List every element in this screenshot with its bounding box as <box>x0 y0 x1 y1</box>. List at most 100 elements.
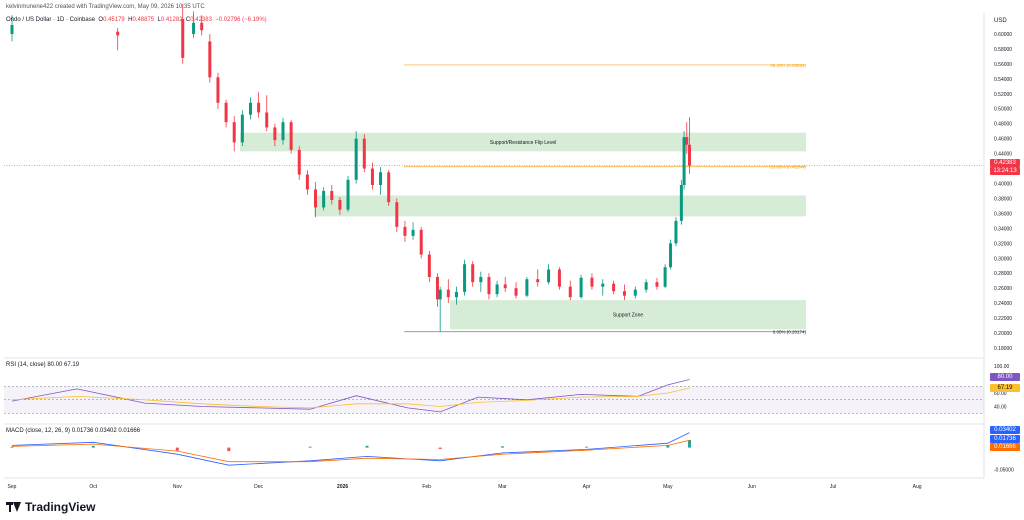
macd-signal-tag: 0.01666 <box>990 443 1020 451</box>
macd-title: MACD (close, 12, 26, 9) 0.01736 0.03402 … <box>6 428 141 434</box>
candle-body-11 <box>257 102 261 113</box>
macd-hist-bar-4 <box>308 446 312 448</box>
price-tick-18: 0.24000 <box>994 301 1012 307</box>
candle-body-61 <box>682 137 686 185</box>
fib-label-1: 23.60% (0.42244) <box>770 165 806 170</box>
macd-hist-bar-6 <box>438 447 442 449</box>
candle-body-4 <box>200 22 204 31</box>
price-tick-3: 0.54000 <box>994 77 1012 83</box>
candle-body-57 <box>663 267 667 287</box>
ohlc-h: 0.48875 <box>132 17 155 23</box>
candle-body-59 <box>674 220 678 244</box>
x-tick-8: May <box>663 484 673 490</box>
candle-body-36 <box>454 291 458 298</box>
price-tick-13: 0.34000 <box>994 226 1012 232</box>
x-tick-9: Jun <box>748 484 756 490</box>
brand-name: TradingView <box>25 500 96 514</box>
symbol-header: Ondo / US Dollar · 1D · Coinbase O0.4517… <box>6 16 267 24</box>
price-tick-12: 0.36000 <box>994 211 1012 217</box>
candle-body-12 <box>265 112 269 128</box>
candle-body-37 <box>463 264 467 292</box>
candle-body-5 <box>208 41 212 78</box>
candle-body-47 <box>557 269 561 287</box>
candle-body-9 <box>240 114 244 143</box>
candle-body-30 <box>411 229 415 236</box>
candle-body-27 <box>387 172 391 203</box>
ohlc-o-label: O <box>98 17 104 23</box>
macd-value-tag: 0.03402 <box>990 426 1020 434</box>
candle-body-1 <box>116 31 120 36</box>
macd-hist-bar-3 <box>227 447 231 452</box>
candle-body-35 <box>446 289 450 298</box>
tradingview-logo-icon <box>6 502 21 512</box>
price-zone-1 <box>314 195 806 217</box>
symbol-title: Ondo / US Dollar · 1D · Coinbase <box>6 17 96 23</box>
price-tick-20: 0.20000 <box>994 331 1012 337</box>
macd-hist-bar-0 <box>10 446 14 448</box>
candle-body-63 <box>688 144 691 166</box>
price-zone-0 <box>240 132 806 152</box>
candle-body-21 <box>338 199 342 210</box>
x-tick-3: Dec <box>254 484 263 490</box>
macd-tick-0: -0.05000 <box>994 468 1014 474</box>
price-tick-17: 0.26000 <box>994 286 1012 292</box>
price-tick-10: 0.40000 <box>994 182 1012 188</box>
fib-label-2: 0.00% (0.20174) <box>773 330 807 335</box>
candle-body-10 <box>248 102 252 115</box>
candle-body-28 <box>395 202 399 227</box>
candle-body-53 <box>622 291 626 296</box>
x-tick-11: Aug <box>913 484 922 490</box>
candle-body-43 <box>514 288 518 296</box>
candle-body-31 <box>419 229 423 255</box>
countdown-tag: 13:24:13 <box>990 167 1020 175</box>
candle-body-51 <box>601 283 605 287</box>
candle-body-56 <box>655 282 659 287</box>
macd-hist-tag: 0.01736 <box>990 435 1020 443</box>
rsi-value-tag: 80.00 <box>990 373 1020 381</box>
x-tick-5: Feb <box>422 484 431 490</box>
rsi-title: RSI (14, close) 80.00 67.19 <box>6 362 80 368</box>
candle-body-7 <box>224 102 228 123</box>
x-tick-4: 2026 <box>337 484 348 490</box>
candle-body-22 <box>346 179 350 210</box>
candle-body-58 <box>669 243 673 268</box>
x-tick-6: Mar <box>498 484 507 490</box>
price-tick-16: 0.28000 <box>994 271 1012 277</box>
candle-body-42 <box>503 284 507 289</box>
macd-series-1 <box>11 439 690 463</box>
macd-hist-bar-9 <box>666 445 670 448</box>
candle-body-60 <box>679 184 683 221</box>
candle-body-15 <box>289 122 293 150</box>
candle-body-45 <box>536 279 540 283</box>
price-tick-11: 0.38000 <box>994 196 1012 202</box>
zone-label-0: Support/Resistance Flip Level <box>490 140 556 146</box>
candle-body-40 <box>487 276 491 295</box>
candle-body-49 <box>579 277 583 298</box>
candle-body-29 <box>403 226 407 236</box>
x-tick-7: Apr <box>583 484 591 490</box>
macd-hist-bar-2 <box>175 447 179 451</box>
zone-label-2: Support Zone <box>613 313 644 319</box>
candle-body-18 <box>314 189 318 208</box>
candle-body-16 <box>297 149 301 175</box>
price-tick-1: 0.58000 <box>994 47 1012 53</box>
candle-body-41 <box>495 284 499 295</box>
x-tick-1: Oct <box>89 484 97 490</box>
ohlc-o: 0.45179 <box>103 17 125 23</box>
candle-body-14 <box>281 122 285 141</box>
candle-body-39 <box>479 276 483 283</box>
candle-body-38 <box>471 264 475 283</box>
ohlc-l-label: L <box>157 17 161 23</box>
price-tick-5: 0.50000 <box>994 107 1012 113</box>
candle-body-50 <box>590 277 594 287</box>
macd-hist-bar-5 <box>365 445 369 448</box>
rsi-ma-tag: 67.19 <box>990 384 1020 392</box>
candle-body-0 <box>10 24 14 34</box>
tradingview-brand[interactable]: TradingView <box>6 500 95 514</box>
publisher-note: kelvinmunene422 created with TradingView… <box>6 4 205 10</box>
candle-body-33 <box>435 276 439 300</box>
candle-body-55 <box>644 282 648 290</box>
currency-label: USD <box>994 18 1007 24</box>
candle-body-25 <box>370 168 374 185</box>
fib-label-0: 38.20% (0.55859) <box>770 63 806 68</box>
